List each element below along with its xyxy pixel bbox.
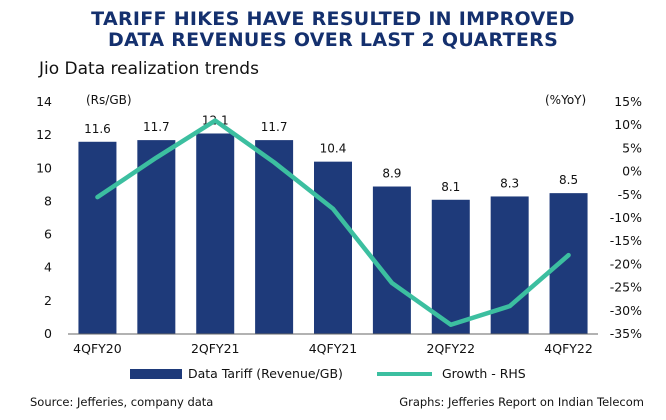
- source-note: Source: Jefferies, company data: [30, 395, 214, 409]
- bar-2QFY21: [196, 133, 235, 334]
- bar-3QFY21: [255, 140, 294, 334]
- bar-value-label: 10.4: [320, 142, 347, 156]
- x-axis-tick: 4QFY21: [309, 341, 358, 356]
- legend-bar-swatch: [130, 369, 182, 379]
- legend-bar-label: Data Tariff (Revenue/GB): [188, 366, 343, 381]
- growth-line-layer: [95, 118, 571, 327]
- right-axis-tick: -15%: [610, 233, 642, 248]
- bar-4QFY22: [549, 193, 588, 334]
- chart-canvas: 11.6 11.7 12.1 11.710.48.98.1 8.3 8.5 0246810…: [36, 93, 642, 381]
- right-axis-tick: 0%: [622, 164, 642, 179]
- bar-value-label: 11.7: [261, 120, 288, 134]
- bar-value-label: 8.3: [500, 176, 519, 190]
- left-axis-tick: 14: [36, 94, 52, 109]
- bar-4QFY20: [78, 141, 117, 334]
- x-axis-tick: 2QFY21: [191, 341, 240, 356]
- bar-value-label: 11.7: [143, 120, 170, 134]
- left-axis-tick: 12: [36, 127, 52, 142]
- bar-value-label: 11.6: [84, 122, 111, 136]
- headline-line-2: DATA REVENUES OVER LAST 2 QUARTERS: [107, 29, 559, 51]
- graph-credit: Graphs: Jefferies Report on Indian Telec…: [399, 395, 644, 409]
- right-axis-tick: -10%: [610, 210, 642, 225]
- right-axis-tick: 5%: [622, 140, 642, 155]
- x-axis-tick: 4QFY20: [73, 341, 122, 356]
- left-axis-tick: 6: [44, 227, 52, 242]
- left-axis-tick: 10: [36, 160, 52, 175]
- legend-line-label: Growth - RHS: [442, 366, 526, 381]
- right-axis-tick: -20%: [610, 256, 642, 271]
- bar-value-label: 8.1: [441, 180, 460, 194]
- x-axis-tick: 2QFY22: [427, 341, 476, 356]
- x-axis-tick: 4QFY22: [544, 341, 593, 356]
- bar-2QFY22: [431, 199, 470, 334]
- right-axis-label: (%YoY): [545, 93, 586, 107]
- chart-legend: Data Tariff (Revenue/GB) Growth - RHS: [130, 366, 526, 381]
- right-axis-tick: -35%: [610, 326, 642, 341]
- right-axis-tick: 15%: [614, 94, 642, 109]
- right-axis-tick: -25%: [610, 280, 642, 295]
- right-axis-tick: -30%: [610, 303, 642, 318]
- growth-line: [95, 118, 571, 327]
- bar-1QFY22: [372, 186, 411, 334]
- bar-3QFY22: [490, 196, 529, 334]
- right-axis-tick: -5%: [618, 187, 642, 202]
- bar-4QFY21: [314, 161, 352, 334]
- bar-1QFY21: [137, 140, 176, 334]
- headline-line-1: TARIFF HIKES HAVE RESULTED IN IMPROVED: [91, 8, 575, 30]
- bar-value-label: 8.9: [382, 167, 401, 181]
- chart-subtitle: Jio Data realization trends: [39, 59, 259, 79]
- bar-value-label: 8.5: [559, 173, 578, 187]
- left-axis-tick: 4: [44, 260, 52, 275]
- bars-layer: [78, 133, 588, 334]
- left-axis-tick: 0: [44, 326, 52, 341]
- left-axis-label: (Rs/GB): [86, 93, 132, 107]
- axes-layer: 0 2 4 6 8 10 12 14 15% 10% 5% 0% -5% -10% -15% -20% -25%…: [36, 93, 642, 356]
- left-axis-tick: 8: [44, 193, 52, 208]
- right-axis-tick: 10%: [614, 117, 642, 132]
- left-axis-tick: 2: [44, 293, 52, 308]
